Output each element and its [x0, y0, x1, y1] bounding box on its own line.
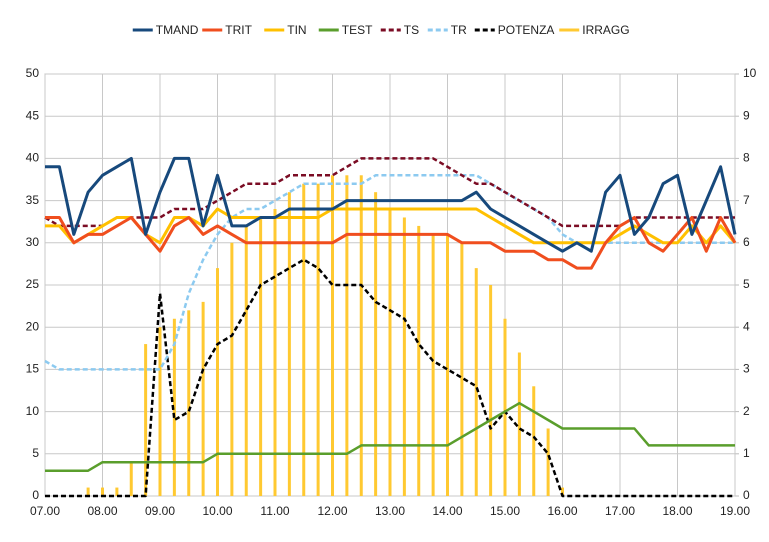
- y-tick-label: 10: [26, 404, 40, 418]
- x-tick-label: 16.00: [547, 504, 577, 518]
- y2-tick-label: 2: [743, 404, 750, 418]
- bar: [302, 183, 306, 496]
- bar: [431, 234, 435, 497]
- bar: [388, 209, 392, 497]
- bar: [216, 268, 219, 496]
- bar: [115, 487, 119, 496]
- x-tick-label: 15.00: [490, 504, 520, 518]
- bar: [546, 428, 550, 496]
- x-tick-label: 11.00: [260, 504, 289, 518]
- bar: [273, 209, 277, 497]
- y-tick-label: 25: [26, 277, 40, 291]
- bar: [259, 217, 263, 497]
- x-tick-label: 08.00: [87, 504, 117, 518]
- x-tick-label: 07.00: [30, 504, 60, 518]
- y-tick-label: 5: [32, 446, 39, 460]
- bar: [417, 225, 421, 497]
- bar: [446, 234, 449, 497]
- y-tick-label: 20: [26, 319, 40, 333]
- series-line: [44, 174, 735, 371]
- x-tick-label: 12.00: [317, 504, 347, 518]
- x-tick-label: 10.00: [202, 504, 232, 518]
- legend-label: IRRAGG: [582, 23, 629, 37]
- series-line: [45, 258, 735, 498]
- bar: [532, 386, 536, 496]
- bar: [201, 301, 205, 496]
- bar: [187, 310, 191, 496]
- bar: [345, 175, 349, 496]
- series-line: [45, 401, 735, 472]
- y2-tick-label: 8: [743, 151, 750, 165]
- y2-tick-label: 9: [743, 108, 750, 122]
- bar: [359, 175, 363, 496]
- x-tick-label: 13.00: [375, 504, 405, 518]
- y2-tick-label: 5: [743, 277, 750, 291]
- x-tick-label: 17.00: [605, 504, 635, 518]
- bar: [316, 183, 320, 496]
- bar: [489, 285, 493, 496]
- bar: [503, 318, 507, 496]
- series-line: [45, 207, 737, 245]
- x-tick-label: 14.00: [432, 504, 462, 518]
- x-tick-label: 09.00: [145, 504, 175, 518]
- y-tick-label: 50: [26, 66, 40, 80]
- y-tick-label: 35: [26, 193, 40, 207]
- legend-label: TS: [404, 23, 419, 37]
- y2-tick-label: 3: [743, 362, 750, 376]
- bar: [474, 268, 478, 496]
- legend-label: TR: [451, 23, 467, 37]
- bar: [230, 242, 234, 496]
- bar: [101, 487, 104, 496]
- x-tick-label: 19.00: [720, 504, 750, 518]
- legend-label: TMAND: [156, 23, 199, 37]
- y-tick-label: 30: [26, 235, 40, 249]
- bar: [561, 487, 564, 496]
- bar: [244, 225, 248, 497]
- bar: [402, 217, 406, 497]
- x-tick-label: 18.00: [662, 504, 692, 518]
- series-line: [45, 156, 737, 253]
- y2-tick-label: 10: [743, 66, 757, 80]
- legend-label: POTENZA: [498, 23, 555, 37]
- bar: [144, 344, 148, 496]
- y2-tick-label: 1: [743, 446, 750, 460]
- bar: [374, 192, 378, 496]
- y2-tick-label: 7: [743, 193, 750, 207]
- series-line: [45, 216, 737, 270]
- y-tick-label: 0: [32, 488, 39, 502]
- y2-tick-label: 4: [743, 319, 750, 333]
- legend-label: TIN: [287, 23, 306, 37]
- y2-tick-label: 6: [743, 235, 750, 249]
- y-tick-label: 15: [26, 362, 40, 376]
- bar: [172, 318, 176, 496]
- legend-label: TRIT: [225, 23, 252, 37]
- bar: [158, 327, 162, 496]
- y-tick-label: 45: [26, 108, 40, 122]
- bar: [460, 242, 464, 496]
- y-tick-label: 40: [26, 151, 40, 165]
- bar: [287, 192, 291, 496]
- bar: [86, 487, 90, 496]
- bar: [517, 352, 521, 496]
- y2-tick-label: 0: [743, 488, 750, 502]
- legend-label: TEST: [342, 23, 373, 37]
- bar: [129, 462, 133, 496]
- bar: [331, 175, 334, 496]
